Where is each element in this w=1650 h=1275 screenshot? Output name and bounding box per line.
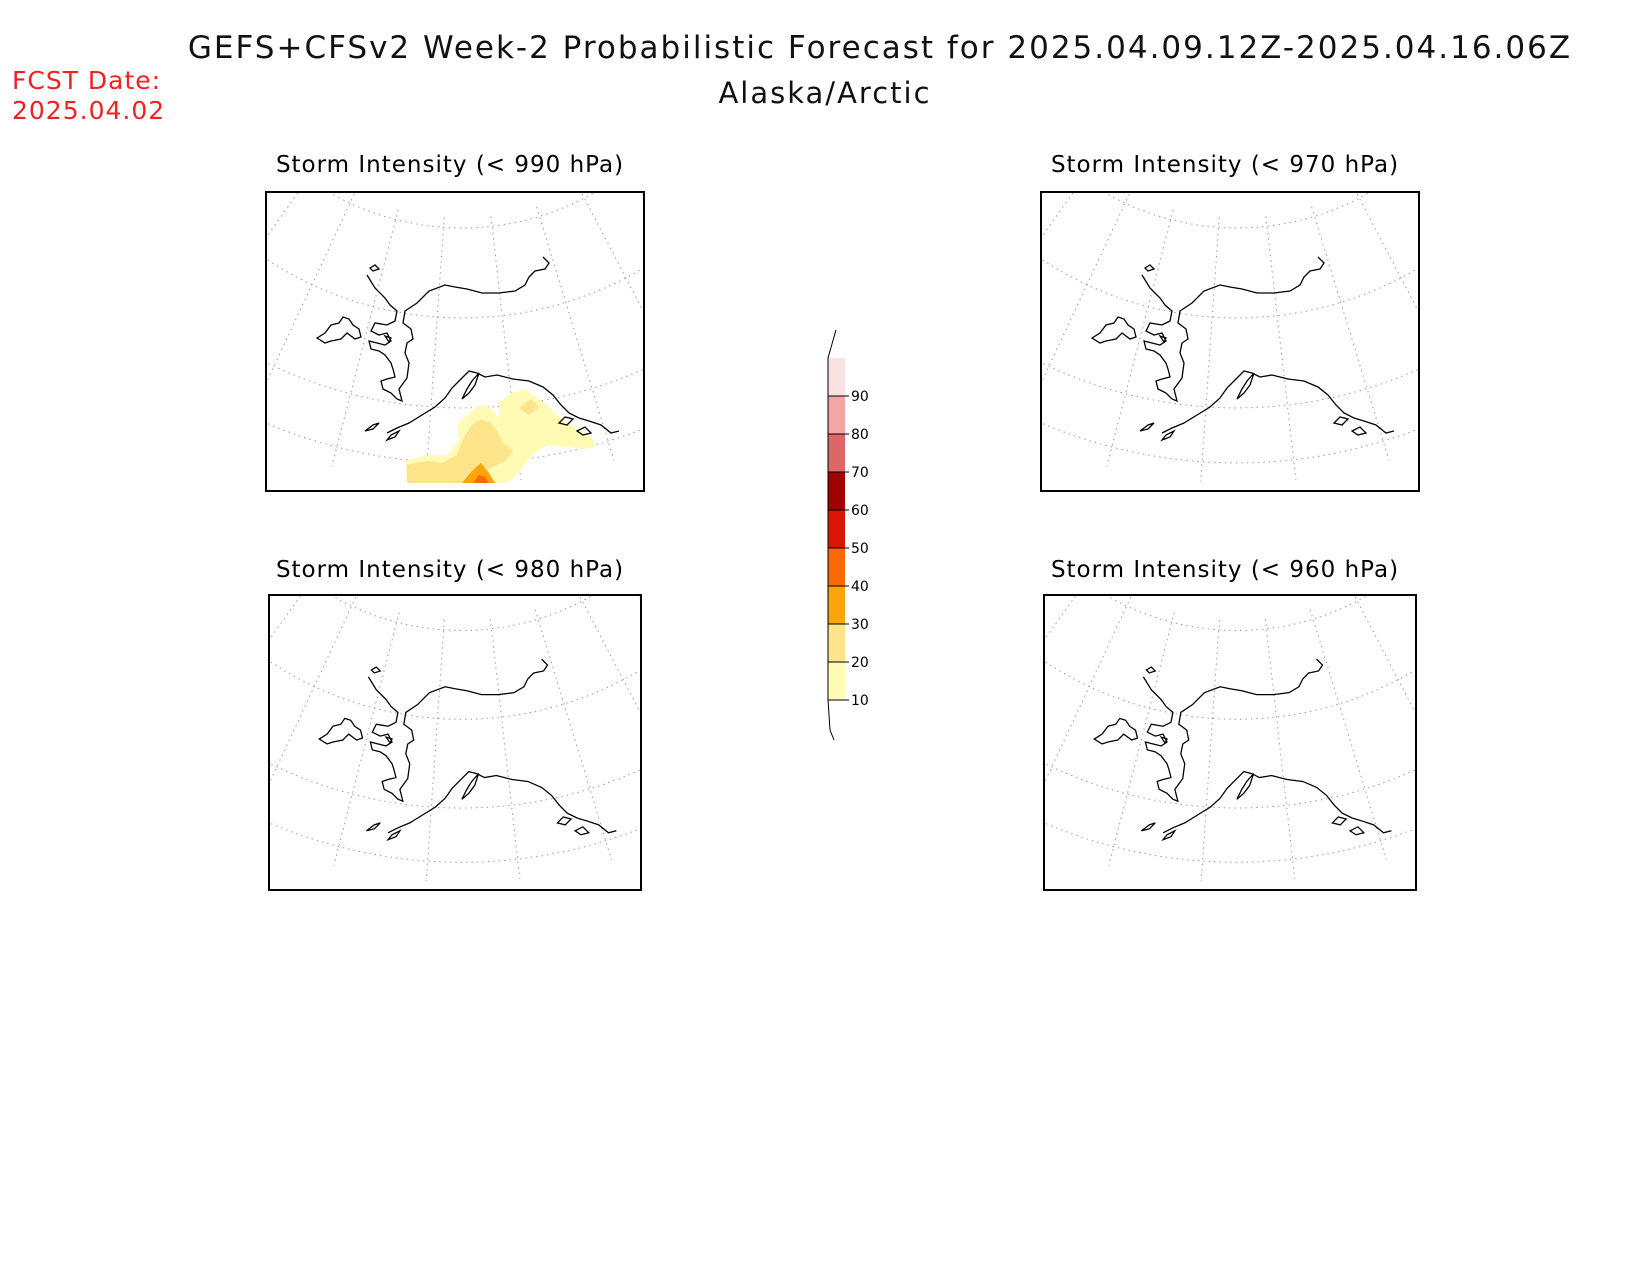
colorbar-tick-label: 90 [851,389,869,405]
map-svg [267,193,643,483]
fcst-date-value: 2025.04.02 [12,96,166,125]
graticule [270,596,640,881]
colorbar-top-tip [827,319,837,359]
colorbar-tick-label: 40 [851,579,869,595]
coastline [315,256,620,442]
map-panel-980 [268,594,642,891]
colorbar-swatch [828,472,845,510]
colorbar-tick-label: 20 [851,655,869,671]
colorbar-tick-label: 30 [851,617,869,633]
colorbar-swatch [828,662,845,700]
map-svg [270,596,640,881]
colorbar-swatch [828,548,845,586]
main-title: GEFS+CFSv2 Week-2 Probabilistic Forecast… [187,30,1573,66]
graticule [1045,596,1415,881]
colorbar-swatch [828,396,845,434]
map-svg [1045,596,1415,881]
panel-title-970: Storm Intensity (< 970 hPa) [1050,152,1400,178]
probability-shading [405,389,595,483]
colorbar-tick-label: 50 [851,541,869,557]
map-panel-960 [1043,594,1417,891]
colorbar-swatch [828,358,845,396]
colorbar-swatch [828,510,845,548]
panel-title-990: Storm Intensity (< 990 hPa) [275,152,625,178]
map-panel-970 [1040,191,1420,492]
probability-colorbar: 10 20 30 40 50 60 70 80 90 [800,319,880,754]
colorbar-bottom-tip [827,699,835,741]
colorbar-tick-label: 10 [851,693,869,709]
colorbar-swatch [828,624,845,662]
fcst-date-label: FCST Date: [12,66,162,95]
coastline [317,658,617,842]
graticule [1042,193,1418,482]
map-svg [1042,193,1418,482]
colorbar-tick-label: 70 [851,465,869,481]
coastline [1092,658,1392,842]
colorbar-swatch [828,586,845,624]
panel-title-960: Storm Intensity (< 960 hPa) [1050,557,1400,583]
colorbar-swatch [828,434,845,472]
colorbar-tick-label: 60 [851,503,869,519]
colorbar-tick-label: 80 [851,427,869,443]
forecast-date-block: FCST Date: 2025.04.02 [12,66,165,126]
map-panel-990 [265,191,645,492]
panel-title-980: Storm Intensity (< 980 hPa) [275,557,625,583]
region-subtitle: Alaska/Arctic [718,76,932,110]
coastline [1090,256,1395,442]
